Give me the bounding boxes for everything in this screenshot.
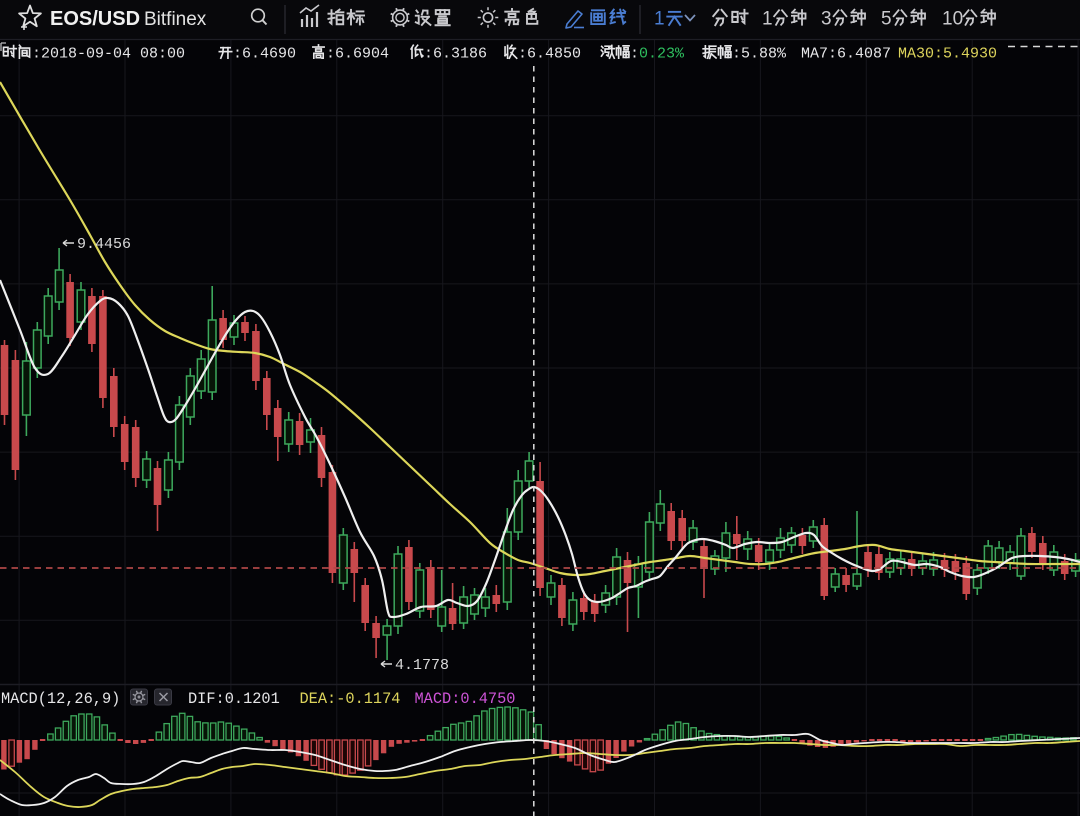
svg-text:3: 3 — [821, 9, 832, 30]
svg-text:1: 1 — [654, 9, 665, 30]
svg-text:DIF:0.1201: DIF:0.1201 — [188, 690, 280, 708]
svg-text:MACD:0.4750: MACD:0.4750 — [415, 690, 516, 708]
svg-text::2018-09-04 08:00: :2018-09-04 08:00 — [32, 46, 185, 63]
svg-text:1: 1 — [762, 9, 773, 30]
svg-text::: : — [630, 46, 639, 63]
svg-text::6.4850: :6.4850 — [518, 46, 581, 63]
svg-text:MACD(12,26,9): MACD(12,26,9) — [1, 690, 120, 708]
svg-text:Bitfinex: Bitfinex — [144, 9, 207, 30]
svg-text:5: 5 — [881, 9, 892, 30]
svg-text:9.4456: 9.4456 — [77, 236, 131, 253]
svg-text:EOS/USD: EOS/USD — [50, 8, 140, 30]
svg-text:MA30:5.4930: MA30:5.4930 — [898, 46, 997, 63]
svg-text:MA7:6.4087: MA7:6.4087 — [801, 46, 891, 63]
svg-text:10: 10 — [942, 9, 963, 30]
svg-text::6.6904: :6.6904 — [326, 46, 389, 63]
svg-text::6.3186: :6.3186 — [424, 46, 487, 63]
svg-text:0.23%: 0.23% — [639, 46, 685, 63]
svg-text:4.1778: 4.1778 — [395, 657, 449, 674]
svg-text::6.4690: :6.4690 — [233, 46, 296, 63]
svg-text:DEA:-0.1174: DEA:-0.1174 — [300, 690, 401, 708]
svg-text::5.88%: :5.88% — [732, 46, 787, 63]
